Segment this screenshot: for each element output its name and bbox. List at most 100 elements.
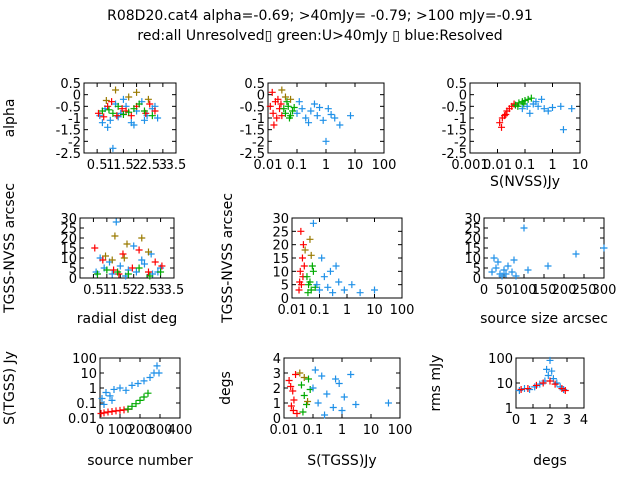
x-tick-label: 0.01 [254, 158, 283, 173]
data-point [329, 404, 337, 411]
x-tick-label: 0.5 [87, 158, 108, 173]
data-point [518, 105, 526, 113]
data-point [119, 111, 127, 118]
x-axis-label: degs [533, 453, 567, 469]
x-tick-label: 10 [366, 303, 383, 318]
data-point [128, 264, 136, 272]
data-point [110, 385, 118, 393]
y-tick-label: 15 [60, 242, 77, 257]
y-tick-label: -0.5 [240, 100, 265, 115]
plot-frame [483, 217, 605, 279]
x-tick-label: 1 [106, 158, 114, 173]
data-point [500, 266, 508, 274]
data-point [557, 102, 565, 110]
data-point [303, 273, 311, 281]
data-point [332, 375, 340, 383]
y-tick-label: 30 [272, 212, 289, 227]
data-point [91, 244, 99, 252]
data-point [314, 399, 322, 407]
y-tick-label: 2 [273, 382, 281, 397]
x-tick-label: 3 [156, 283, 164, 298]
data-point [352, 401, 360, 408]
data-point [300, 374, 308, 381]
y-tick-label: 1 [273, 397, 281, 412]
y-tick-label: 20 [464, 232, 481, 247]
data-point [102, 97, 110, 104]
y-axis-label: TGSS-NVSS arcsec [220, 193, 236, 324]
data-point [520, 224, 528, 232]
y-tick-label: 0 [69, 272, 77, 287]
data-point [158, 262, 166, 270]
data-point [296, 278, 304, 286]
y-tick-label: -2.5 [240, 147, 265, 162]
data-point [510, 100, 518, 108]
x-tick-label: 3 [563, 413, 571, 428]
data-point [128, 381, 136, 389]
data-point [311, 366, 319, 374]
data-point [300, 262, 308, 270]
x-tick-label: 4 [580, 413, 588, 428]
data-point [130, 105, 138, 113]
data-point [109, 144, 117, 152]
data-point [118, 105, 126, 113]
data-point [108, 256, 116, 264]
data-point [531, 383, 539, 391]
data-point [524, 95, 532, 103]
data-point [523, 102, 531, 110]
data-point [284, 102, 292, 110]
data-point [524, 385, 532, 393]
data-point [140, 260, 148, 268]
x-tick-label: 300 [148, 423, 173, 438]
y-tick-label: 0.5 [60, 77, 81, 92]
data-point [502, 111, 510, 118]
data-point [122, 386, 130, 394]
x-tick-label: 200 [128, 423, 153, 438]
x-tick-label: 1 [343, 303, 351, 318]
data-point [544, 107, 552, 115]
data-point [532, 381, 540, 389]
data-point [300, 392, 308, 399]
data-point [305, 375, 313, 383]
data-point [504, 262, 512, 270]
data-point [287, 95, 295, 103]
data-point [138, 256, 146, 264]
y-tick-label: -1 [454, 112, 467, 127]
data-point [146, 100, 154, 108]
data-point [295, 98, 303, 106]
data-point [283, 98, 291, 106]
data-point [297, 227, 305, 235]
data-point [144, 248, 152, 256]
data-point [114, 102, 122, 110]
x-tick-label: 300 [592, 283, 617, 298]
data-point [572, 250, 580, 258]
data-point [151, 258, 159, 266]
data-point [99, 256, 107, 264]
x-tick-label: 0 [96, 423, 104, 438]
data-point [140, 107, 148, 115]
y-axis-label: TGSS-NVSS arcsec [2, 183, 18, 314]
data-point [298, 254, 306, 262]
data-point [304, 289, 312, 297]
data-point [114, 268, 122, 276]
x-tick-label: 10 [347, 158, 364, 173]
data-point [347, 371, 355, 378]
data-point [559, 126, 567, 134]
data-point [335, 278, 343, 286]
data-point [155, 369, 163, 377]
x-axis-label: source number [87, 453, 193, 469]
y-tick-label: 5 [69, 262, 77, 277]
data-point [501, 112, 509, 120]
data-point [313, 112, 321, 120]
data-point [502, 270, 510, 278]
y-axis-label: alpha [2, 99, 18, 138]
y-tick-label: -1 [252, 112, 265, 127]
data-point [111, 232, 119, 240]
data-point [534, 102, 542, 110]
y-tick-label: 1 [89, 382, 97, 397]
data-point [544, 262, 552, 270]
data-point [561, 387, 569, 395]
data-point [309, 267, 317, 275]
y-tick-label: 0 [473, 272, 481, 287]
